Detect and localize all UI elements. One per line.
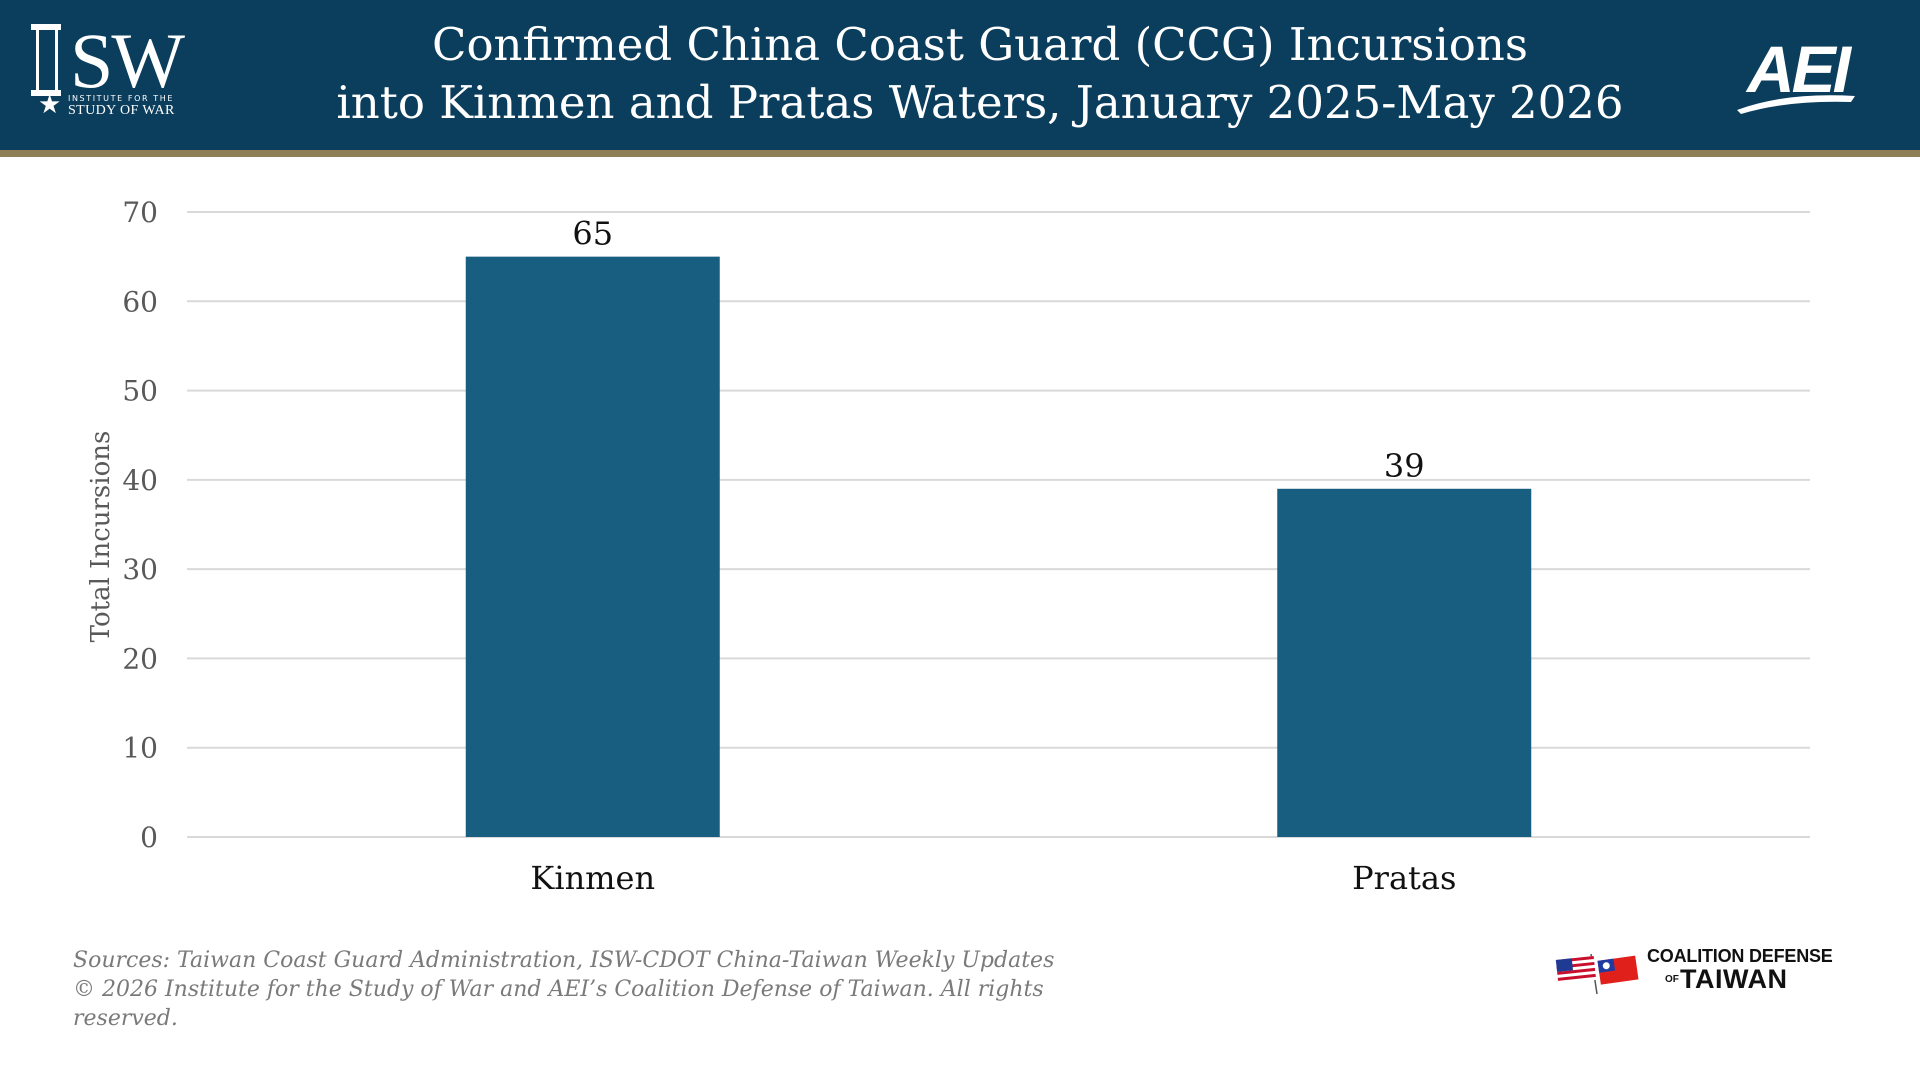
us-taiwan-flags-icon: [1555, 953, 1639, 995]
page-title: Confirmed China Coast Guard (CCG) Incurs…: [330, 16, 1630, 132]
star-icon: ★: [38, 90, 62, 120]
header-banner: SW ★ INSTITUTE FOR THE STUDY OF WAR Conf…: [0, 0, 1920, 150]
x-tick-label-kinmen: Kinmen: [530, 859, 655, 897]
y-tick-label: 60: [122, 285, 158, 318]
page-title-line1: Confirmed China Coast Guard (CCG) Incurs…: [432, 18, 1528, 71]
y-axis-label: Total Incursions: [86, 431, 116, 643]
y-tick-label: 0: [140, 821, 158, 854]
header-divider: [0, 150, 1920, 157]
data-label-pratas: 39: [1384, 447, 1425, 485]
y-tick-label: 30: [122, 553, 158, 586]
isw-logo-line2: STUDY OF WAR: [68, 103, 175, 118]
aei-logo: AEI: [1737, 32, 1856, 114]
y-tick-label: 20: [122, 642, 158, 675]
y-tick-label: 10: [122, 732, 158, 765]
aei-logo-swoosh-icon: [1737, 95, 1855, 114]
coalition-defense-taiwan-logo: COALITION DEFENSE OF TAIWAN: [1555, 944, 1855, 1004]
y-tick-label: 50: [122, 375, 158, 408]
data-label-kinmen: 65: [572, 215, 613, 253]
isw-logo-line1: INSTITUTE FOR THE: [68, 94, 175, 103]
isw-logo: SW ★ INSTITUTE FOR THE STUDY OF WAR: [31, 17, 212, 122]
bar-chart: 0 10 20 30 40 50 60 70 65 Kinmen 39 Pratas Total I…: [86, 196, 1810, 897]
y-tick-label: 70: [122, 196, 158, 229]
x-tick-label-pratas: Pratas: [1352, 859, 1456, 897]
page-title-line2: into Kinmen and Pratas Waters, January 2…: [336, 76, 1624, 129]
coalition-logo-line2: TAIWAN: [1680, 964, 1788, 994]
coalition-logo-line1: COALITION DEFENSE: [1647, 946, 1833, 966]
copyright-text: © 2026 Institute for the Study of War an…: [73, 977, 1044, 1031]
sources-text: Sources: Taiwan Coast Guard Administrati…: [73, 948, 1055, 973]
sources-footnote: Sources: Taiwan Coast Guard Administrati…: [73, 946, 1073, 1033]
aei-logo-mark: AEI: [1745, 32, 1853, 106]
bar-kinmen: [465, 256, 720, 838]
coalition-logo-of: OF: [1665, 974, 1679, 985]
isw-logo-mark: SW: [70, 17, 185, 104]
y-tick-label: 40: [122, 464, 158, 497]
bar-pratas: [1277, 488, 1532, 837]
isw-pillar-icon: [31, 24, 61, 96]
